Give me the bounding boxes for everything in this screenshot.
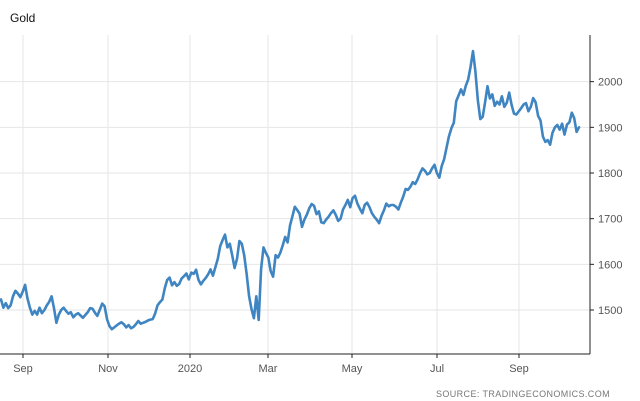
x-tick-label: Nov — [98, 363, 118, 375]
chart-title: Gold — [10, 11, 36, 25]
x-tick-label: Sep — [13, 363, 33, 375]
y-tick-label: 2000 — [598, 77, 622, 89]
y-tick-label: 1600 — [598, 259, 622, 271]
x-tick-label: May — [342, 363, 363, 375]
y-tick-label: 1700 — [598, 214, 622, 226]
x-tick-label: Mar — [259, 363, 278, 375]
x-tick-label: Sep — [509, 363, 529, 375]
y-tick-label: 1900 — [598, 122, 622, 134]
source-credit[interactable]: SOURCE: TRADINGECONOMICS.COM — [435, 389, 610, 399]
x-axis-ticks: Sep Nov 2020 Mar May Jul Sep — [13, 354, 529, 375]
gridlines — [0, 35, 590, 354]
x-tick-label: 2020 — [178, 363, 202, 375]
axes — [0, 35, 591, 355]
x-tick-label: Jul — [430, 363, 444, 375]
y-tick-label: 1800 — [598, 168, 622, 180]
y-axis-ticks: 1500 1600 1700 1800 1900 2000 — [590, 77, 622, 317]
y-tick-label: 1500 — [598, 305, 622, 317]
gold-price-line — [0, 49, 581, 331]
